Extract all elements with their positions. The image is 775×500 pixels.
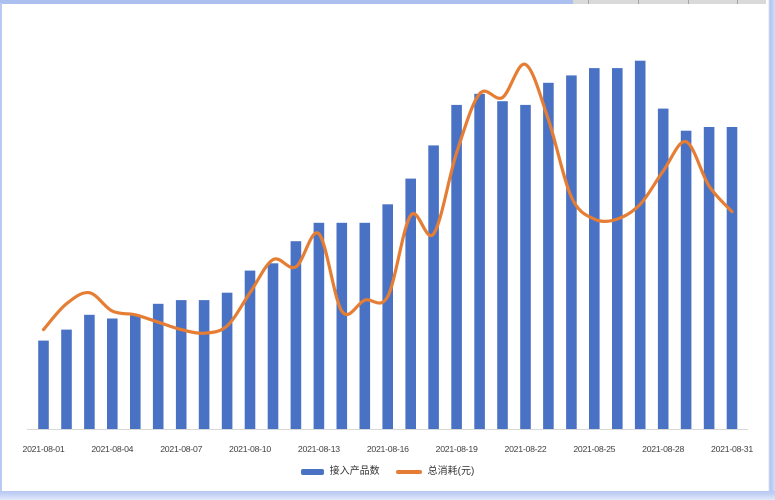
column-gridline-tick [588,0,589,4]
x-axis-label: 2021-08-13 [298,444,340,454]
bar [405,178,416,429]
x-axis-label: 2021-08-16 [367,444,409,454]
bar [566,75,577,430]
column-gridline-tick [688,0,689,4]
bar [38,340,49,429]
bar [657,108,669,429]
bar [313,222,325,429]
bar [703,127,715,429]
bar [359,222,371,429]
line-series-swatch [395,470,422,474]
x-axis-label: 2021-08-19 [436,444,478,454]
bar [612,68,623,429]
bar-series-label: 接入产品数 [329,466,380,477]
bar [474,93,485,430]
window-edge-right [766,0,775,500]
bar [221,292,233,429]
chart-legend: 接入产品数 总消耗(元) [0,463,775,481]
x-axis-label: 2021-08-25 [573,444,615,454]
bar [497,101,508,429]
bar-series-swatch [300,469,324,475]
bar [451,104,462,430]
bar [382,204,393,429]
legend-entry-bar[interactable]: 接入产品数 [300,466,380,477]
bar [520,104,531,430]
line-series-label: 总消耗(元) [427,466,475,477]
x-axis-label: 2021-08-22 [505,444,547,454]
x-axis-label: 2021-08-01 [23,444,65,454]
spreadsheet-gridline-strip [573,0,775,4]
x-axis-label: 2021-08-04 [91,444,133,454]
column-gridline-tick [638,0,639,4]
bar [680,130,692,429]
bar [130,314,141,429]
bar [290,241,302,429]
x-axis-label: 2021-08-07 [160,444,202,454]
bar [267,263,279,429]
bar [244,270,256,429]
bar [543,82,554,430]
line-series [41,62,734,335]
legend-entry-line[interactable]: 总消耗(元) [395,466,475,477]
bar [198,300,210,429]
bar [84,314,95,429]
window-edge-bottom [0,491,775,500]
column-gridline-tick [737,0,738,4]
x-axis-label: 2021-08-31 [711,444,753,454]
window-edge-top [0,0,573,4]
bar [175,300,187,429]
bar [336,222,348,429]
window-edge-left [0,3,2,491]
bar [428,145,439,429]
bar [107,318,118,429]
x-axis-label: 2021-08-28 [642,444,684,454]
bar [152,303,164,429]
bar [589,68,600,429]
x-axis-label: 2021-08-10 [229,444,271,454]
bar [61,329,72,429]
bar [726,127,738,429]
bar [634,60,646,429]
